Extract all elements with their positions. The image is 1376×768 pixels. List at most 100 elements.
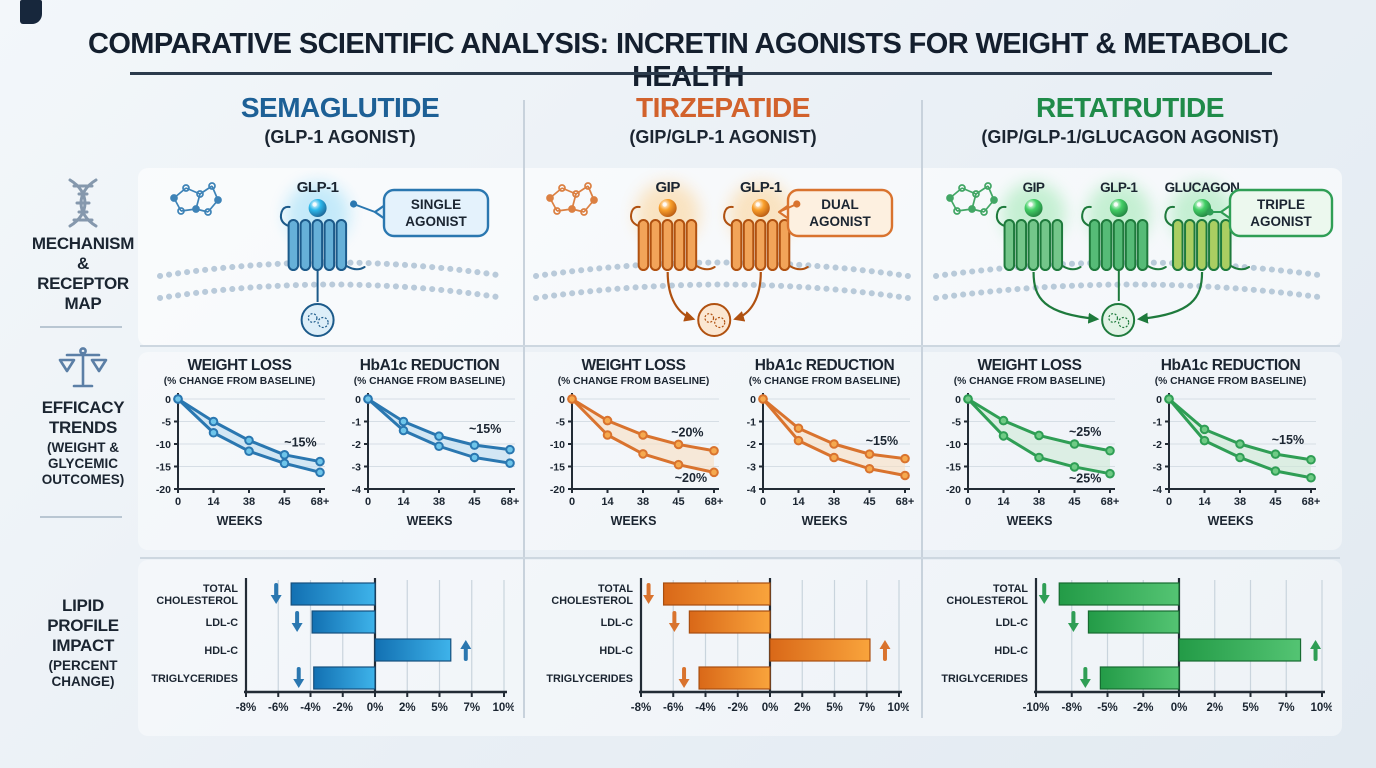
drug-name-semaglutide: SEMAGLUTIDE bbox=[240, 92, 440, 123]
dna-icon bbox=[68, 178, 98, 228]
column-divider bbox=[523, 100, 525, 718]
svg-text:TRIGLYCERIDES: TRIGLYCERIDES bbox=[546, 673, 633, 685]
svg-text:-2%: -2% bbox=[728, 702, 748, 714]
svg-text:GLP-1: GLP-1 bbox=[297, 179, 339, 196]
mechanism-figure-retatrutide: GIP GLP-1 GLUCAGON TRIPLE AGONIST bbox=[933, 180, 1334, 337]
svg-text:0%: 0% bbox=[762, 702, 779, 714]
svg-text:68+: 68+ bbox=[311, 496, 330, 508]
svg-text:-2: -2 bbox=[1153, 439, 1162, 451]
svg-text:68+: 68+ bbox=[705, 496, 724, 508]
efficacy-row-band bbox=[138, 352, 1342, 550]
svg-text:38: 38 bbox=[1234, 496, 1246, 508]
svg-text:-10: -10 bbox=[550, 439, 565, 451]
chart-tirzepatide-weight-loss: WEIGHT LOSS (% CHANGE FROM BASELINE) 0 -5… bbox=[540, 357, 727, 528]
svg-text:GLP-1: GLP-1 bbox=[1100, 180, 1138, 195]
drug-subtitle-semaglutide: (GLP-1 AGONIST) bbox=[264, 127, 416, 147]
mechanism-figure-semaglutide: GLP-1 SINGLE AGONIST bbox=[157, 179, 507, 337]
svg-text:45: 45 bbox=[863, 496, 875, 508]
chart-xlabel: WEEKS bbox=[1207, 514, 1254, 528]
svg-text:0: 0 bbox=[750, 394, 756, 406]
svg-text:-3: -3 bbox=[1153, 461, 1162, 473]
chart-subtitle: (% CHANGE FROM BASELINE) bbox=[953, 376, 1106, 387]
svg-text:68+: 68+ bbox=[896, 496, 915, 508]
chart-semaglutide-weight-loss: WEIGHT LOSS (% CHANGE FROM BASELINE) 0 -5… bbox=[146, 357, 333, 528]
sidebar-row-efficacy: EFFICACY TRENDS (WEIGHT & GLYCEMIC OUTCO… bbox=[12, 346, 154, 489]
svg-text:TRIPLE: TRIPLE bbox=[1257, 197, 1305, 212]
chart-title: WEIGHT LOSS bbox=[581, 357, 686, 374]
svg-text:GLUCAGON: GLUCAGON bbox=[1165, 180, 1240, 195]
semaglutide-hba1c-plot: 0 -1 -2 -3 -4 0 14 38 45 68+ ~15% bbox=[352, 393, 519, 508]
svg-text:-15: -15 bbox=[156, 461, 171, 473]
svg-text:38: 38 bbox=[828, 496, 840, 508]
svg-text:-10%: -10% bbox=[1023, 702, 1050, 714]
svg-text:0: 0 bbox=[355, 394, 361, 406]
chart-retatrutide-hba1c: HbA1c REDUCTION (% CHANGE FROM BASELINE)… bbox=[1137, 357, 1324, 528]
tirzepatide-weight-loss-plot: 0 -5 -10 -15 -20 0 14 38 45 68+ ~20% ~20% bbox=[550, 393, 724, 508]
svg-text:2%: 2% bbox=[399, 702, 416, 714]
svg-text:GLP-1: GLP-1 bbox=[740, 179, 782, 196]
drug-subtitle-tirzepatide: (GIP/GLP-1 AGONIST) bbox=[629, 127, 817, 147]
svg-text:SINGLE: SINGLE bbox=[411, 197, 461, 212]
drug-name-retatrutide: RETATRUTIDE bbox=[1036, 92, 1224, 123]
svg-text:2%: 2% bbox=[1206, 702, 1223, 714]
semaglutide-lipid-chart: TOTAL CHOLESTEROL LDL-C HDL-C TRIGLYCERIDES -… bbox=[151, 578, 514, 714]
svg-text:0: 0 bbox=[1156, 394, 1162, 406]
svg-text:0%: 0% bbox=[367, 702, 384, 714]
mechanism-figure-tirzepatide: GIP GLP-1 DUAL AGONIST bbox=[533, 179, 911, 337]
svg-text:TRIGLYCERIDES: TRIGLYCERIDES bbox=[941, 673, 1028, 685]
svg-text:-4: -4 bbox=[747, 484, 756, 496]
svg-text:LDL-C: LDL-C bbox=[601, 617, 634, 629]
title-underline bbox=[130, 72, 1272, 75]
svg-text:45: 45 bbox=[672, 496, 684, 508]
chart-xlabel: WEEKS bbox=[406, 514, 453, 528]
svg-text:-4%: -4% bbox=[695, 702, 715, 714]
svg-text:7%: 7% bbox=[1278, 702, 1295, 714]
svg-text:38: 38 bbox=[433, 496, 445, 508]
svg-text:LDL-C: LDL-C bbox=[996, 617, 1029, 629]
svg-text:-3: -3 bbox=[747, 461, 756, 473]
retatrutide-hba1c-plot: 0 -1 -2 -3 -4 0 14 38 45 68+ ~15% bbox=[1153, 393, 1320, 508]
svg-text:HDL-C: HDL-C bbox=[204, 645, 238, 657]
chart-subtitle: (% CHANGE FROM BASELINE) bbox=[163, 376, 316, 387]
svg-text:0: 0 bbox=[165, 394, 171, 406]
chart-subtitle: (% CHANGE FROM BASELINE) bbox=[557, 376, 710, 387]
svg-text:~15%: ~15% bbox=[866, 434, 898, 448]
tirzepatide-lipid-chart: TOTAL CHOLESTEROL LDL-C HDL-C TRIGLYCERIDES -… bbox=[546, 578, 909, 714]
svg-text:-10: -10 bbox=[156, 439, 171, 451]
svg-text:LDL-C: LDL-C bbox=[206, 617, 239, 629]
svg-text:-1: -1 bbox=[1153, 416, 1162, 428]
svg-text:-20: -20 bbox=[156, 484, 171, 496]
chart-title: HbA1c REDUCTION bbox=[754, 357, 895, 374]
sidebar-label-lipid: LIPID PROFILE IMPACT bbox=[47, 596, 119, 656]
sidebar-label-efficacy: EFFICACY TRENDS bbox=[41, 398, 125, 438]
chart-subtitle: (% CHANGE FROM BASELINE) bbox=[1154, 376, 1307, 387]
svg-text:0: 0 bbox=[365, 496, 371, 508]
svg-text:~15%: ~15% bbox=[284, 435, 316, 449]
svg-text:-20: -20 bbox=[550, 484, 565, 496]
svg-text:-8%: -8% bbox=[1062, 702, 1082, 714]
svg-text:45: 45 bbox=[278, 496, 290, 508]
svg-text:68+: 68+ bbox=[1101, 496, 1120, 508]
svg-text:-6%: -6% bbox=[268, 702, 288, 714]
svg-text:-8%: -8% bbox=[631, 702, 651, 714]
svg-text:-2%: -2% bbox=[333, 702, 353, 714]
svg-text:-4%: -4% bbox=[300, 702, 320, 714]
svg-text:45: 45 bbox=[1269, 496, 1281, 508]
row-divider bbox=[140, 345, 1340, 347]
chart-xlabel: WEEKS bbox=[610, 514, 657, 528]
svg-text:0: 0 bbox=[559, 394, 565, 406]
svg-text:5%: 5% bbox=[431, 702, 448, 714]
svg-text:~25%: ~25% bbox=[1069, 425, 1101, 439]
svg-text:0: 0 bbox=[955, 394, 961, 406]
svg-text:~25%: ~25% bbox=[1069, 471, 1101, 485]
svg-text:-6%: -6% bbox=[663, 702, 683, 714]
chart-retatrutide-weight-loss: WEIGHT LOSS (% CHANGE FROM BASELINE) 0 -5… bbox=[936, 357, 1123, 528]
svg-text:~15%: ~15% bbox=[469, 422, 501, 436]
sidebar-row-mechanism: MECHANISM & RECEPTOR MAP bbox=[12, 178, 154, 314]
svg-text:14: 14 bbox=[997, 496, 1010, 508]
svg-text:-2: -2 bbox=[352, 439, 361, 451]
svg-text:AGONIST: AGONIST bbox=[809, 214, 871, 229]
svg-text:-4: -4 bbox=[1153, 484, 1162, 496]
svg-text:-10: -10 bbox=[946, 439, 961, 451]
